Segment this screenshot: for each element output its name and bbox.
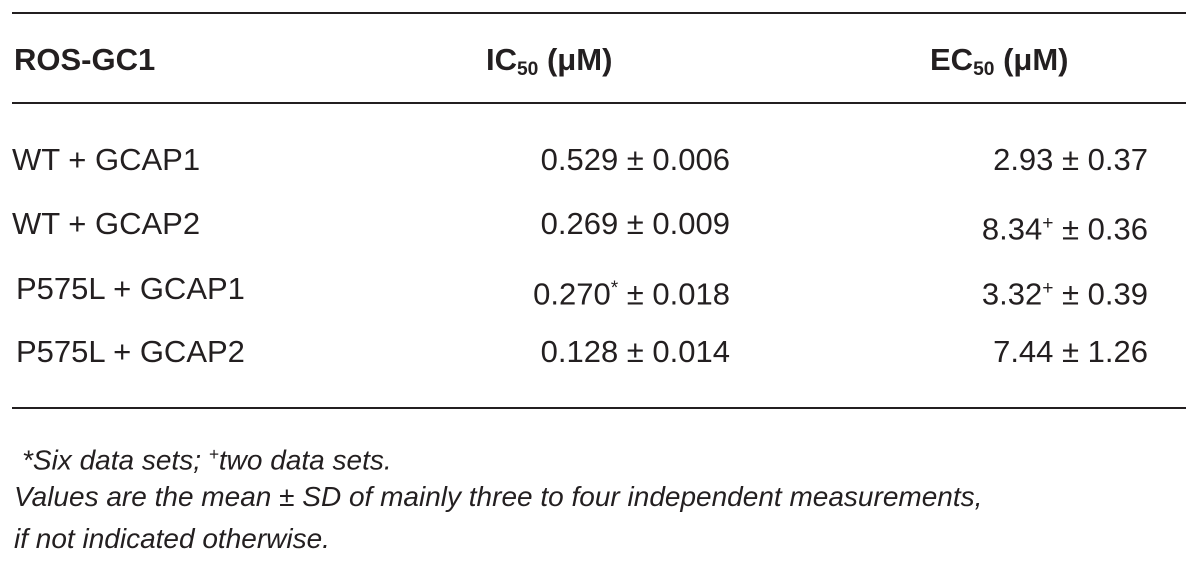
cell-text: 0.269 ± 0.009 xyxy=(540,206,730,241)
superscript: + xyxy=(1042,213,1054,234)
cell-text: if not indicated otherwise. xyxy=(14,523,330,554)
cell-suffix: (μM) xyxy=(538,42,613,77)
footnote: if not indicated otherwise. xyxy=(14,523,330,555)
superscript: * xyxy=(610,278,619,299)
footnote: Values are the mean ± SD of mainly three… xyxy=(14,481,982,513)
cell-text: ROS-GC1 xyxy=(14,42,156,77)
table-cell: 0.269 ± 0.009 xyxy=(330,206,730,242)
table-cell: P575L + GCAP2 xyxy=(16,334,245,370)
superscript: + xyxy=(1042,278,1054,299)
table-cell: 0.128 ± 0.014 xyxy=(330,334,730,370)
cell-suffix: ± 0.36 xyxy=(1053,211,1148,247)
cell-text: Values are the mean ± SD of mainly three… xyxy=(14,481,983,512)
cell-text: 8.34 xyxy=(981,211,1043,247)
header-cell: ROS-GC1 xyxy=(14,42,155,78)
table-cell: 7.44 ± 1.26 xyxy=(748,334,1148,370)
header-rule xyxy=(12,102,1186,104)
cell-text: P575L + GCAP1 xyxy=(16,271,245,306)
cell-text: *Six data sets; xyxy=(22,444,209,476)
cell-text: EC xyxy=(930,42,974,77)
cell-text: WT + GCAP2 xyxy=(12,206,201,241)
subscript: 50 xyxy=(517,58,539,80)
cell-text: 0.529 ± 0.006 xyxy=(540,142,730,177)
cell-text: IC xyxy=(486,42,517,77)
cell-text: 3.32 xyxy=(981,276,1043,312)
cell-text: 2.93 ± 0.37 xyxy=(993,142,1148,177)
table-cell: WT + GCAP2 xyxy=(12,206,200,242)
table-cell: 0.529 ± 0.006 xyxy=(330,142,730,178)
cell-suffix: ± 0.39 xyxy=(1053,276,1148,312)
footnote: *Six data sets; +two data sets. xyxy=(22,438,392,477)
table-cell: P575L + GCAP1 xyxy=(16,271,245,307)
cell-suffix: (μM) xyxy=(994,42,1069,77)
table-cell: WT + GCAP1 xyxy=(12,142,200,178)
bottom-rule xyxy=(12,407,1186,409)
cell-text: 0.270 xyxy=(533,276,611,312)
header-cell: IC50 (μM) xyxy=(486,42,612,88)
cell-text: WT + GCAP1 xyxy=(12,142,201,177)
cell-suffix: ± 0.018 xyxy=(618,276,730,312)
header-cell: EC50 (μM) xyxy=(930,42,1069,88)
table-cell: 0.270* ± 0.018 xyxy=(330,271,730,313)
table-cell: 8.34+ ± 0.36 xyxy=(748,206,1148,248)
top-rule xyxy=(12,12,1186,14)
cell-text: P575L + GCAP2 xyxy=(16,334,245,369)
cell-text: 7.44 ± 1.26 xyxy=(993,334,1148,369)
table-cell: 3.32+ ± 0.39 xyxy=(748,271,1148,313)
superscript: + xyxy=(208,444,219,464)
subscript: 50 xyxy=(973,58,995,80)
cell-suffix: two data sets. xyxy=(218,444,392,476)
table-cell: 2.93 ± 0.37 xyxy=(748,142,1148,178)
cell-text: 0.128 ± 0.014 xyxy=(540,334,730,369)
